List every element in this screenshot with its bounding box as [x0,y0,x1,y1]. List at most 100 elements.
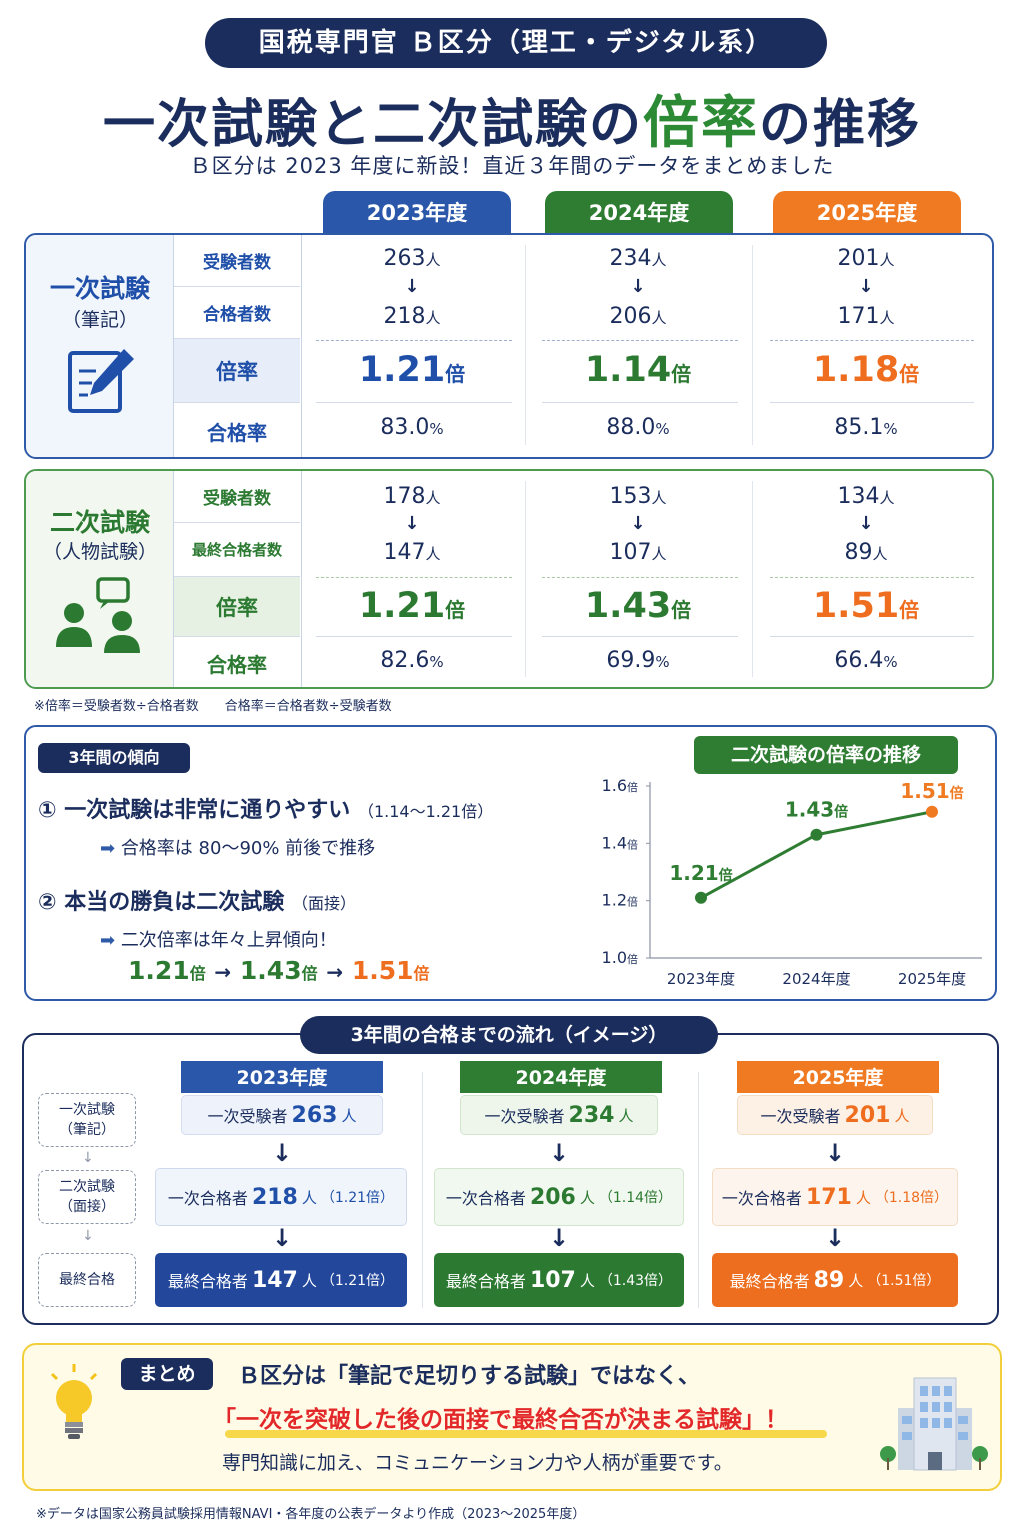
seq-arrow: → [214,960,232,984]
flow-year-2024: 2024年度 [460,1061,662,1093]
pencil-document-icon [68,349,134,413]
column-divider [525,481,526,677]
summary-line-2: 「一次を突破した後の面接で最終合否が決まる試験」！ [213,1407,788,1433]
stage-connector: ↓ [82,1150,94,1166]
highlight-underline [225,1430,827,1438]
flow-passed-2025: 一次合格者 171 人（1.18倍） [712,1168,958,1226]
row-label-examinees: 受験者数 [174,471,300,523]
second-passed-2024: 107人 [609,540,667,565]
title-highlight: 倍率 [643,91,759,156]
dashed-divider [542,577,738,578]
stage-final: 最終合格 [38,1253,136,1307]
data-point [695,891,707,904]
row-divider [542,402,738,403]
second-ratio-2023: 1.21倍 [358,586,466,626]
first-passed-2023: 218人 [383,304,441,329]
first-exam-label-panel: 一次試験 （筆記） [26,235,174,457]
stage-connector: ↓ [82,1228,94,1244]
summary-pill: まとめ [121,1358,213,1390]
year-header-2023: 2023年度 [323,191,511,233]
second-passed-2025: 89人 [844,540,888,565]
flow-examinees-2024: 一次受験者 234 人 [460,1095,658,1135]
lightbulb-icon [50,1364,98,1439]
row-label-rate: 合格率 [207,420,267,445]
flow-examinees-2023: 一次受験者 263 人 [181,1095,383,1135]
stage-label: 最終合格 [59,1272,115,1288]
first-exam-row-labels: 受験者数 合格者数 倍率 合格率 [174,235,302,457]
second-exam-title: 二次試験 [49,508,150,537]
row-divider [316,402,512,403]
first-exam-section: 一次試験 （筆記） 受験者数 合格者数 倍率 合格率 [24,233,994,459]
office-building-icon [880,1377,988,1471]
second-examinees-2024: 153人 [609,484,667,509]
trend-item-1-sub: ➡ 合格率は 80～90% 前後で推移 [100,838,376,859]
right-arrow-icon: ➡ [100,930,121,951]
dashed-divider [316,577,512,578]
row-divider [770,402,974,403]
column-divider [752,245,753,445]
flow-year-2025: 2025年度 [737,1061,939,1093]
first-examinees-2025: 201人 [837,246,895,271]
second-exam-label-panel: 二次試験 （人物試験） [26,471,174,687]
flow-pill: 3年間の合格までの流れ（イメージ） [300,1016,718,1054]
chart-title: 二次試験の倍率の推移 [694,736,958,774]
x-tick-label: 2025年度 [898,970,966,988]
row-label-ratio: 倍率 [174,577,300,637]
header-pill: 国税専門官 Ｂ区分（理工・デジタル系） [205,18,827,68]
summary-line-3: 専門知識に加え、コミュニケーション力や人柄が重要です。 [222,1452,733,1474]
row-label-examinees: 受験者数 [174,235,300,287]
row-label-final-passed: 最終合格者数 [174,523,300,577]
first-rate-2025: 85.1% [834,415,898,440]
second-exam-section: 二次試験 （人物試験） 受験者数 最終合格者数 倍率 合格率 [24,469,994,689]
first-examinees-2024: 234人 [609,246,667,271]
seq-2023: 1.21 [128,956,190,985]
ratio-line-chart: 1.0倍 1.2倍 1.4倍 1.6倍 2023年度 2024年度 2025年度 1.21倍 1… [602,776,982,988]
right-arrow-icon: ➡ [100,838,121,859]
page-title: 一次試験と二次試験の倍率の推移 [0,78,1024,159]
second-exam-subtitle: （人物試験） [42,541,157,563]
down-arrow-icon: ↓ [824,1224,846,1252]
y-tick-label: 1.2倍 [602,891,638,910]
second-ratio-2025: 1.51倍 [812,586,920,626]
second-exam-row-labels: 受験者数 最終合格者数 倍率 合格率 [174,471,302,687]
seq-2025: 1.51 [351,956,414,985]
down-arrow-icon: ↓ [824,1139,846,1167]
first-examinees-2023: 263人 [383,246,441,271]
stage-label: 一次試験 （筆記） [59,1102,115,1138]
down-arrow-icon: ↓ [404,276,420,297]
interview-people-icon [56,577,140,653]
row-label-rate: 合格率 [207,652,267,677]
first-passed-2024: 206人 [609,304,667,329]
flow-final-2023: 最終合格者 147 人（1.21倍） [155,1253,407,1307]
column-divider [525,245,526,445]
year-header-2024: 2024年度 [545,191,733,233]
data-point [926,805,938,818]
down-arrow-icon: ↓ [630,513,646,534]
second-examinees-2025: 134人 [837,484,895,509]
second-rate-2023: 82.6% [380,648,444,673]
flow-final-2024: 最終合格者 107 人（1.43倍） [434,1253,684,1307]
column-divider [752,481,753,677]
dashed-divider [316,340,512,341]
second-rate-2024: 69.9% [606,648,670,673]
data-label: 1.43倍 [785,798,848,822]
title-part-a: 一次試験と二次試験の [102,95,643,155]
down-arrow-icon: ↓ [548,1224,570,1252]
flow-passed-2023: 一次合格者 218 人（1.21倍） [155,1168,407,1226]
row-divider [770,636,974,637]
down-arrow-icon: ↓ [548,1139,570,1167]
row-label-ratio: 倍率 [174,339,300,403]
down-arrow-icon: ↓ [858,513,874,534]
first-exam-subtitle: （筆記） [61,309,138,331]
footer-note: ※データは国家公務員試験採用情報NAVI・各年度の公表データより作成（2023～… [36,1507,586,1522]
trend-pill: 3年間の傾向 [38,743,190,773]
flow-year-2023: 2023年度 [181,1061,383,1093]
second-ratio-2024: 1.43倍 [584,586,692,626]
down-arrow-icon: ↓ [404,513,420,534]
dashed-divider [770,340,974,341]
series-line [816,810,933,837]
formula-note: ※倍率＝受験者数÷合格者数 合格率＝合格者数÷受験者数 [34,699,392,714]
down-arrow-icon: ↓ [630,276,646,297]
first-ratio-2024: 1.14倍 [584,350,692,390]
flow-passed-2024: 一次合格者 206 人（1.14倍） [434,1168,684,1226]
